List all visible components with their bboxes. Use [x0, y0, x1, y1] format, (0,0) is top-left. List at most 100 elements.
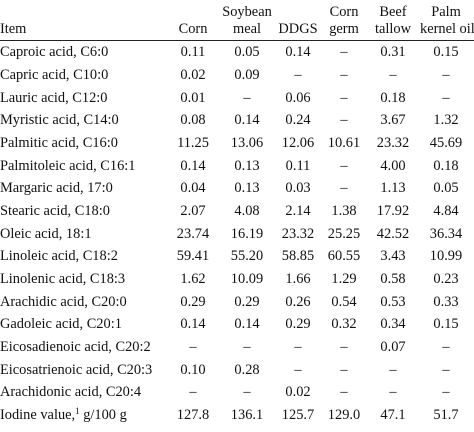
ddgs-value: 58.85 — [281, 248, 315, 265]
item-label: Capric acid, C10:0 — [0, 66, 109, 83]
beef-tallow-value: – — [389, 66, 397, 83]
table-body: Caproic acid, C6:0 0.11 0.05 0.14–0.31 0.15 C… — [0, 41, 474, 427]
soybean-meal-value: 0.29 — [234, 293, 260, 310]
header-line: Corn — [329, 4, 359, 20]
header-line: tallow — [375, 21, 411, 37]
corn-value: 127.8 — [176, 407, 210, 424]
beef-tallow-value: – — [389, 361, 397, 378]
corn-header: Corn — [168, 0, 218, 41]
palm-kernel-oil-value: 4.84 — [433, 202, 459, 219]
item-cell: Palmitoleic acid, C16:1 — [0, 154, 168, 177]
table-row: Stearic acid, C18:0 2.07 4.08 2.14 1.38 17.92… — [0, 200, 474, 223]
palm-kernel-oil-value: – — [442, 339, 450, 356]
beef-tallow-value: 0.53 — [380, 293, 406, 310]
item-label: Margaric acid, 17:0 — [0, 180, 113, 197]
corn-value: 0.11 — [180, 44, 206, 61]
corn-value: 0.04 — [180, 180, 206, 197]
palm-kernel-oil-value: 51.7 — [433, 407, 459, 424]
table-row: Eicosatrienoic acid, C20:3 0.10 0.28 – – – – — [0, 359, 474, 382]
header-line: Corn — [178, 21, 208, 37]
soybean-meal-value: – — [243, 89, 251, 106]
corn-value: 2.07 — [180, 202, 206, 219]
item-unit: g/100 g — [79, 407, 127, 424]
corn-germ-value: 1.38 — [331, 202, 357, 219]
item-cell: Linolenic acid, C18:3 — [0, 268, 168, 291]
soybean-meal-value: 55.20 — [230, 248, 264, 265]
item-cell: Capric acid, C10:0 — [0, 64, 168, 87]
item-cell: Palmitic acid, C16:0 — [0, 132, 168, 155]
item-cell: Eicosadienoic acid, C20:2 — [0, 336, 168, 359]
soybean-meal-value: 0.13 — [234, 157, 260, 174]
item-cell: Gadoleic acid, C20:1 — [0, 313, 168, 336]
beef-tallow-value: 0.34 — [380, 316, 406, 333]
beef-tallow-value: 0.31 — [380, 44, 406, 61]
ddgs-value: 0.26 — [285, 293, 311, 310]
ddgs-value: 0.11 — [285, 157, 311, 174]
ddgs-value: – — [294, 339, 302, 356]
corn-germ-value: – — [340, 361, 348, 378]
palm-kernel-oil-value: 10.99 — [429, 248, 463, 265]
header-row: Item Corn Soybean meal DDGS Corn germ Beef tallo… — [0, 0, 474, 41]
corn-germ-header: Corn germ — [320, 0, 368, 41]
table-row: Palmitic acid, C16:0 11.25 13.06 12.06 10.61… — [0, 132, 474, 155]
corn-germ-value: 60.55 — [327, 248, 361, 265]
item-label: Lauric acid, C12:0 — [0, 89, 108, 106]
corn-value: – — [189, 339, 197, 356]
item-label: Caproic acid, C6:0 — [0, 44, 109, 61]
corn-value: 0.10 — [180, 361, 206, 378]
item-cell: Arachidonic acid, C20:4 — [0, 381, 168, 404]
ddgs-value: 0.24 — [285, 112, 311, 129]
beef-tallow-value: 3.43 — [380, 248, 406, 265]
item-label: Stearic acid, C18:0 — [0, 202, 110, 219]
palm-kernel-oil-value: 45.69 — [429, 134, 463, 151]
corn-value: 0.08 — [180, 112, 206, 129]
corn-value: 0.29 — [180, 293, 206, 310]
palm-kernel-oil-value: 0.18 — [433, 157, 459, 174]
footnote-marker: 1 — [75, 406, 80, 417]
table-row: Margaric acid, 17:0 0.04 0.13 0.03 – 1.13 0.05 — [0, 177, 474, 200]
palm-kernel-oil-value: 0.33 — [433, 293, 459, 310]
item-cell: Iodine value,1 g/100 g — [0, 404, 168, 427]
palm-kernel-oil-value: – — [442, 384, 450, 401]
header-line: DDGS — [278, 21, 318, 37]
corn-germ-value: – — [340, 112, 348, 129]
ddgs-value: – — [294, 361, 302, 378]
header-line: Beef — [379, 4, 407, 20]
item-cell: Linoleic acid, C18:2 — [0, 245, 168, 268]
palm-kernel-oil-value: 1.32 — [433, 112, 459, 129]
table-row: Caproic acid, C6:0 0.11 0.05 0.14 – 0.31 0.15 — [0, 41, 474, 64]
soybean-meal-value: 0.14 — [234, 112, 260, 129]
corn-value: 1.62 — [180, 271, 206, 288]
soybean-meal-value: 13.06 — [230, 134, 264, 151]
header-line: meal — [233, 21, 261, 37]
palm-kernel-oil-value: 36.34 — [429, 225, 463, 242]
header-line: kernel oil — [420, 21, 474, 37]
ddgs-value: 125.7 — [281, 407, 315, 424]
beef-tallow-value: 1.13 — [380, 180, 406, 197]
corn-value: 11.25 — [177, 134, 209, 151]
palm-kernel-oil-value: 0.23 — [433, 271, 459, 288]
table-row: Palmitoleic acid, C16:1 0.14 0.13 0.11 – 4.00… — [0, 154, 474, 177]
table-row: Linolenic acid, C18:3 1.62 10.09 1.66 1.29 0.… — [0, 268, 474, 291]
corn-germ-value: 10.61 — [327, 134, 361, 151]
item-cell: Stearic acid, C18:0 — [0, 200, 168, 223]
corn-value: 0.01 — [180, 89, 206, 106]
corn-value: 23.74 — [176, 225, 210, 242]
soybean-meal-value: 10.09 — [230, 271, 264, 288]
corn-germ-value: – — [340, 89, 348, 106]
table-row: Arachidonic acid, C20:4 – – 0.02 – – – — [0, 381, 474, 404]
ddgs-value: 0.29 — [285, 316, 311, 333]
palm-kernel-oil-value: – — [442, 66, 450, 83]
table-row: Arachidic acid, C20:0 0.29 0.29 0.26 0.54 0.5… — [0, 291, 474, 314]
item-label: Eicosadienoic acid, C20:2 — [0, 339, 151, 356]
corn-value: 59.41 — [176, 248, 210, 265]
beef-tallow-value: 47.1 — [380, 407, 406, 424]
item-label: Arachidic acid, C20:0 — [0, 293, 127, 310]
soybean-meal-value: 4.08 — [234, 202, 260, 219]
item-label: Palmitic acid, C16:0 — [0, 134, 118, 151]
item-cell: Eicosatrienoic acid, C20:3 — [0, 359, 168, 382]
table-row: Gadoleic acid, C20:1 0.14 0.14 0.29 0.32 0.34… — [0, 313, 474, 336]
beef-tallow-value: – — [389, 384, 397, 401]
